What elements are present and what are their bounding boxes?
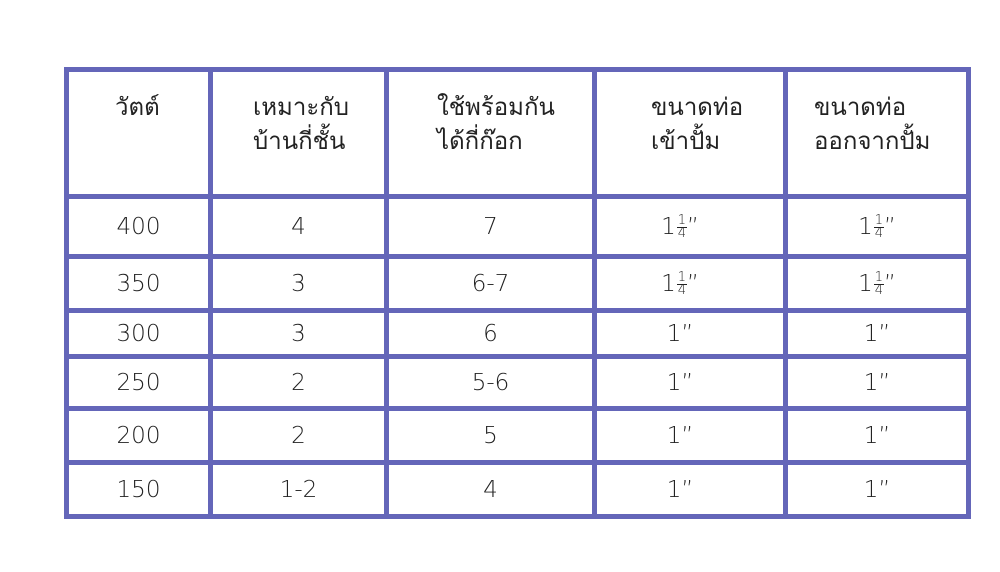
fraction-numerator: 1 — [873, 212, 884, 228]
floors-cell: 2 — [208, 406, 389, 465]
header-outlet-size: ขนาดท่อ ออกจากปั้ม — [783, 67, 971, 199]
outlet-size-cell: 1 1 4” — [783, 254, 971, 313]
fraction-denominator: 4 — [874, 282, 883, 298]
inch-mark: ” — [681, 369, 694, 396]
inlet-size-whole: 1 — [666, 320, 682, 347]
watt-cell: 200 — [64, 406, 213, 465]
floors-cell: 1-2 — [208, 460, 389, 519]
inch-mark: ” — [687, 213, 699, 240]
inch-mark: ” — [878, 476, 891, 503]
header-watt: วัตต์ — [64, 67, 213, 199]
inch-mark: ” — [884, 213, 896, 240]
fraction-numerator: 1 — [873, 269, 884, 285]
outlet-size-whole: 1 — [863, 422, 879, 449]
header-inlet-size: ขนาดท่อ เข้าปั้ม — [592, 67, 788, 199]
watt-cell: 400 — [64, 194, 213, 259]
inlet-size-cell: 1 1 4” — [592, 194, 788, 259]
inch-mark: ” — [681, 422, 694, 449]
fraction-numerator: 1 — [676, 269, 687, 285]
table-row: 200 2 5 1” 1” — [64, 406, 971, 465]
inlet-size-cell: 1” — [592, 406, 788, 465]
outlet-size-cell: 1” — [783, 354, 971, 411]
floors-cell: 2 — [208, 354, 389, 411]
inlet-size-whole: 1 — [661, 270, 676, 297]
inlet-size-cell: 1 1 4” — [592, 254, 788, 313]
outlet-size-whole: 1 — [858, 213, 873, 240]
taps-cell: 6-7 — [384, 254, 597, 313]
watt-cell: 150 — [64, 460, 213, 519]
inch-mark: ” — [884, 270, 896, 297]
fraction-numerator: 1 — [676, 212, 687, 228]
table-row: 250 2 5-6 1” 1” — [64, 354, 971, 411]
outlet-size-cell: 1 1 4” — [783, 194, 971, 259]
outlet-size-whole: 1 — [863, 476, 879, 503]
taps-cell: 4 — [384, 460, 597, 519]
inlet-size-whole: 1 — [666, 422, 682, 449]
inlet-size-whole: 1 — [666, 476, 682, 503]
table-row: 400 4 7 1 1 4” 1 1 4” — [64, 194, 971, 259]
taps-cell: 5-6 — [384, 354, 597, 411]
inch-mark: ” — [878, 422, 891, 449]
inlet-size-whole: 1 — [666, 369, 682, 396]
inch-mark: ” — [687, 270, 699, 297]
watt-cell: 300 — [64, 308, 213, 359]
outlet-size-whole: 1 — [858, 270, 873, 297]
header-row: วัตต์ เหมาะกับ บ้านกี่ชั้น ใช้พร้อมกัน ได้… — [64, 67, 971, 199]
floors-cell: 3 — [208, 308, 389, 359]
watt-cell: 250 — [64, 354, 213, 411]
table-row: 350 3 6-7 1 1 4” 1 1 4” — [64, 254, 971, 313]
outlet-size-whole: 1 — [863, 320, 879, 347]
outlet-size-cell: 1” — [783, 460, 971, 519]
inlet-size-whole: 1 — [661, 213, 676, 240]
outlet-size-whole: 1 — [863, 369, 879, 396]
fraction-denominator: 4 — [677, 225, 686, 241]
table-row: 300 3 6 1” 1” — [64, 308, 971, 359]
header-taps: ใช้พร้อมกัน ได้กี่ก๊อก — [384, 67, 597, 199]
pump-spec-table: วัตต์ เหมาะกับ บ้านกี่ชั้น ใช้พร้อมกัน ได้… — [64, 67, 971, 519]
floors-cell: 3 — [208, 254, 389, 313]
inlet-size-cell: 1” — [592, 460, 788, 519]
outlet-size-cell: 1” — [783, 308, 971, 359]
watt-cell: 350 — [64, 254, 213, 313]
inch-mark: ” — [878, 320, 891, 347]
taps-cell: 7 — [384, 194, 597, 259]
header-floors: เหมาะกับ บ้านกี่ชั้น — [208, 67, 389, 199]
taps-cell: 5 — [384, 406, 597, 465]
inlet-size-cell: 1” — [592, 354, 788, 411]
inch-mark: ” — [878, 369, 891, 396]
inch-mark: ” — [681, 476, 694, 503]
inlet-size-cell: 1” — [592, 308, 788, 359]
outlet-size-cell: 1” — [783, 406, 971, 465]
floors-cell: 4 — [208, 194, 389, 259]
fraction-denominator: 4 — [874, 225, 883, 241]
table-row: 150 1-2 4 1” 1” — [64, 460, 971, 519]
inch-mark: ” — [681, 320, 694, 347]
taps-cell: 6 — [384, 308, 597, 359]
fraction-denominator: 4 — [677, 282, 686, 298]
